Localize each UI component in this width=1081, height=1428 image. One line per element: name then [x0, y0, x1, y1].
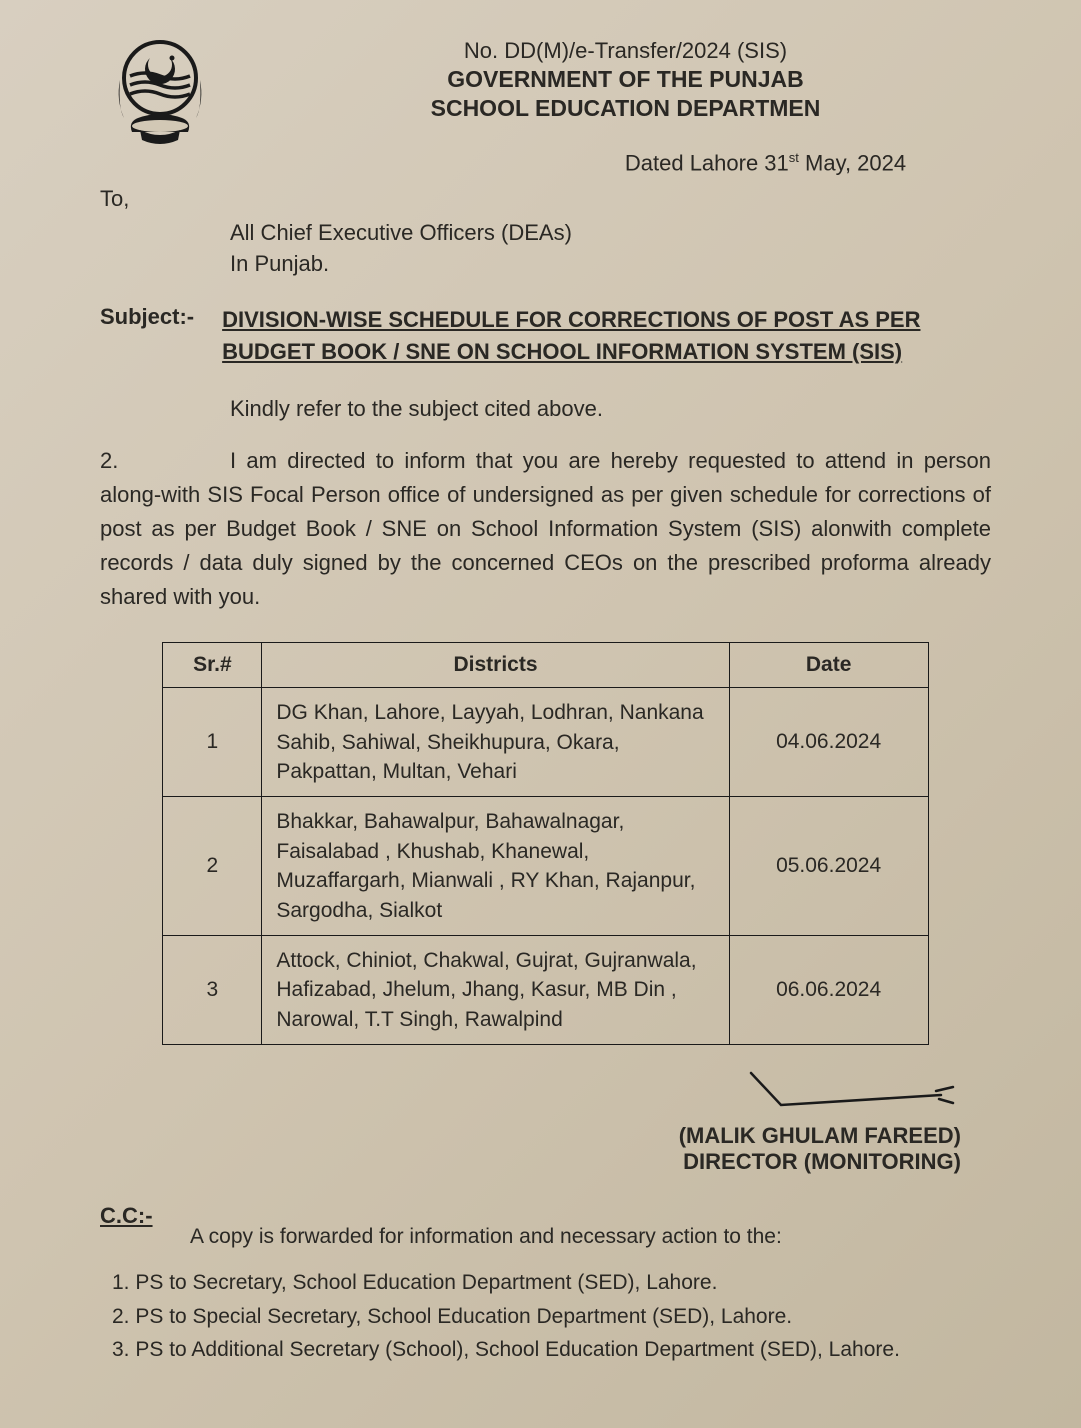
- cell-sr: 1: [163, 688, 262, 797]
- cc-item: 1. PS to Secretary, School Education Dep…: [112, 1267, 991, 1299]
- reference-number: No. DD(M)/e-Transfer/2024 (SIS): [260, 38, 991, 64]
- cc-intro: A copy is forwarded for information and …: [190, 1225, 991, 1249]
- letter-date: Dated Lahore 31st May, 2024: [540, 150, 991, 176]
- table-header-row: Sr.# Districts Date: [163, 643, 928, 688]
- paragraph-number: 2.: [100, 444, 230, 478]
- date-prefix: Dated Lahore 31: [625, 150, 789, 175]
- signature-mark: [741, 1063, 961, 1113]
- header-sr: Sr.#: [163, 643, 262, 688]
- cell-date: 06.06.2024: [729, 935, 928, 1044]
- government-name: GOVERNMENT OF THE PUNJAB: [260, 66, 991, 93]
- cell-date: 05.06.2024: [729, 797, 928, 936]
- subject-text: DIVISION-WISE SCHEDULE FOR CORRECTIONS O…: [222, 304, 991, 368]
- table-row: 3 Attock, Chiniot, Chakwal, Gujrat, Gujr…: [163, 935, 928, 1044]
- signatory-name: (MALIK GHULAM FAREED): [100, 1123, 961, 1149]
- addressee-line1: All Chief Executive Officers (DEAs): [230, 218, 991, 249]
- letterhead: No. DD(M)/e-Transfer/2024 (SIS) GOVERNME…: [100, 30, 991, 176]
- department-name: SCHOOL EDUCATION DEPARTMEN: [260, 95, 991, 122]
- cc-item: 2. PS to Special Secretary, School Educa…: [112, 1301, 991, 1333]
- main-paragraph: 2.I am directed to inform that you are h…: [100, 444, 991, 614]
- intro-paragraph: Kindly refer to the subject cited above.: [230, 396, 991, 422]
- schedule-table: Sr.# Districts Date 1 DG Khan, Lahore, L…: [162, 642, 928, 1045]
- cell-sr: 3: [163, 935, 262, 1044]
- document-page: No. DD(M)/e-Transfer/2024 (SIS) GOVERNME…: [0, 0, 1081, 1428]
- table-row: 2 Bhakkar, Bahawalpur, Bahawalnagar, Fai…: [163, 797, 928, 936]
- subject-label: Subject:-: [100, 304, 194, 330]
- addressee-line2: In Punjab.: [230, 249, 991, 280]
- table-row: 1 DG Khan, Lahore, Layyah, Lodhran, Nank…: [163, 688, 928, 797]
- header-date: Date: [729, 643, 928, 688]
- cell-date: 04.06.2024: [729, 688, 928, 797]
- signatory-title: DIRECTOR (MONITORING): [100, 1149, 961, 1175]
- cc-list: 1. PS to Secretary, School Education Dep…: [100, 1267, 991, 1366]
- cell-sr: 2: [163, 797, 262, 936]
- cell-districts: DG Khan, Lahore, Layyah, Lodhran, Nankan…: [262, 688, 729, 797]
- cell-districts: Attock, Chiniot, Chakwal, Gujrat, Gujran…: [262, 935, 729, 1044]
- cell-districts: Bhakkar, Bahawalpur, Bahawalnagar, Faisa…: [262, 797, 729, 936]
- date-super: st: [789, 150, 799, 165]
- addressee-block: All Chief Executive Officers (DEAs) In P…: [230, 218, 991, 280]
- header-districts: Districts: [262, 643, 729, 688]
- signature-block: (MALIK GHULAM FAREED) DIRECTOR (MONITORI…: [100, 1063, 961, 1175]
- header-text-block: No. DD(M)/e-Transfer/2024 (SIS) GOVERNME…: [260, 30, 991, 176]
- to-label: To,: [100, 186, 991, 212]
- punjab-govt-logo: [100, 30, 220, 150]
- cc-item: 3. PS to Additional Secretary (School), …: [112, 1334, 991, 1366]
- subject-row: Subject:- DIVISION-WISE SCHEDULE FOR COR…: [100, 304, 991, 368]
- paragraph-text: I am directed to inform that you are her…: [100, 448, 991, 609]
- date-suffix: May, 2024: [799, 150, 906, 175]
